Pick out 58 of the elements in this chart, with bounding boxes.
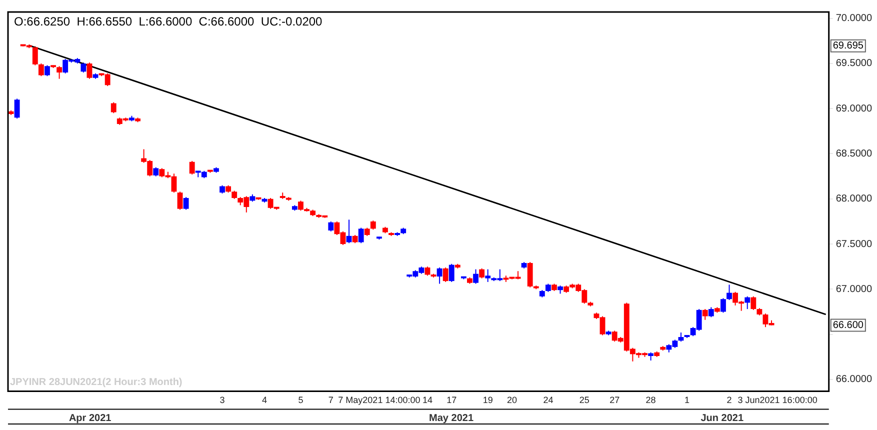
candlestick [442, 267, 448, 282]
y-tick-label: 68.0000 [836, 194, 872, 205]
x-tick-label: 7 May2021 14:00:00 [338, 395, 420, 406]
text: Jun 2021 [700, 412, 744, 424]
x-tick-label: 27 [610, 395, 620, 406]
candlestick [80, 62, 86, 73]
candlestick [726, 284, 732, 301]
y-tick-label: 68.5000 [836, 148, 872, 160]
candlestick [177, 191, 183, 210]
x-tick-label: 3 [220, 395, 225, 406]
x-tick-label: 17 [446, 395, 457, 406]
x-tick-label: 2 [726, 395, 732, 406]
x-tick-label: 19 [482, 395, 493, 406]
candlestick [86, 62, 92, 80]
candlestick [14, 98, 20, 120]
candlestick [750, 296, 756, 310]
annotation: 66.600 [832, 320, 864, 332]
text: May 2021 [429, 412, 474, 424]
candlestick [448, 263, 454, 282]
y-tick-label: 67.5000 [836, 238, 872, 250]
candlestick [744, 296, 750, 310]
x-tick-label: 3 Jun2021 16:00:00 [738, 395, 818, 406]
y-tick-label: 69.0000 [836, 103, 872, 114]
x-tick-label: 14 [422, 395, 432, 406]
annotation: 69.695 [832, 40, 864, 52]
candlestick [720, 298, 726, 314]
chart-title: O:66.6250 H:66.6550 L:66.6000 C:66.6000 UC:-0.0200 [14, 14, 323, 28]
y-tick-label: 66.0000 [836, 374, 872, 386]
x-tick-label: 28 [646, 395, 656, 406]
y-tick-label: 67.0000 [836, 284, 872, 295]
x-tick-label: 25 [579, 395, 590, 406]
text: Apr 2021 [68, 412, 112, 424]
x-tick-label: 7 [328, 395, 334, 406]
candlestick [678, 332, 684, 342]
candlestick [183, 196, 189, 210]
candlestick [370, 220, 376, 230]
candlestick [436, 267, 442, 284]
candlestick [527, 262, 533, 288]
candlestick [479, 268, 485, 279]
candlestick [328, 220, 334, 232]
x-tick-label: 4 [262, 395, 268, 406]
candlestick [38, 62, 44, 77]
candlestick [153, 166, 159, 177]
candlestick [44, 64, 50, 77]
x-tick-label: 1 [684, 395, 690, 406]
x-tick-label: 5 [298, 395, 304, 406]
y-tick-label: 69.5000 [836, 58, 872, 70]
x-tick-label: 20 [506, 395, 517, 406]
candlestick [110, 102, 116, 114]
x-tick-label: 24 [543, 395, 554, 406]
candlestick [358, 227, 364, 244]
y-tick-label: 70.0000 [836, 13, 872, 24]
candlestick [189, 160, 195, 176]
candlestick [56, 66, 62, 80]
candlestick [473, 268, 478, 284]
candlestick [702, 308, 708, 320]
candlestick [708, 306, 714, 318]
candlestick [32, 46, 38, 66]
